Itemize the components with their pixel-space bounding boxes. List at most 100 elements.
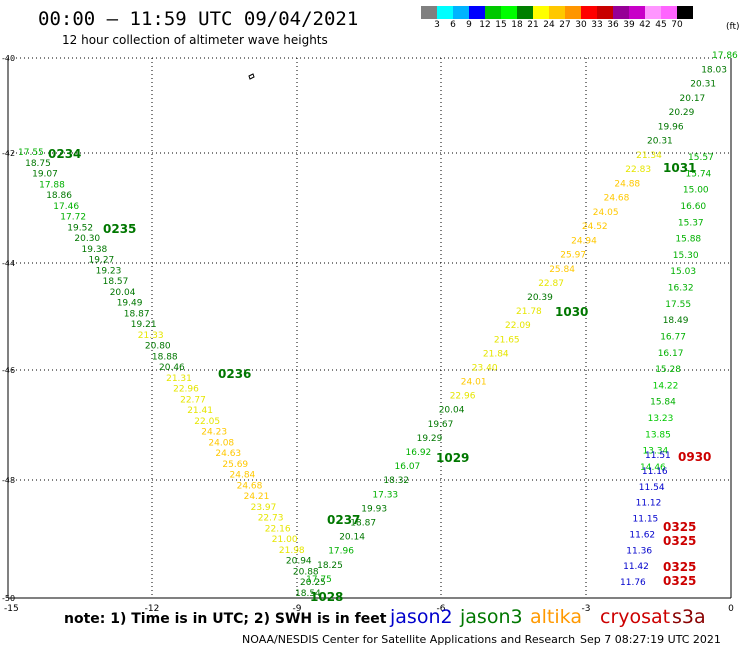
wave-height-value: 21.41 bbox=[187, 406, 213, 416]
legend-tick-label: 39 bbox=[623, 20, 635, 30]
legend-tick-label: 12 bbox=[479, 20, 491, 30]
wave-height-value: 18.87 bbox=[124, 309, 150, 319]
wave-height-value: 20.29 bbox=[669, 108, 695, 118]
longitude-label: 0 bbox=[728, 604, 734, 614]
wave-height-value: 15.03 bbox=[670, 267, 696, 277]
wave-height-value: 19.52 bbox=[67, 223, 93, 233]
wave-height-value: 11.15 bbox=[633, 515, 659, 525]
map-subtitle: 12 hour collection of altimeter wave hei… bbox=[62, 33, 328, 47]
wave-height-value: 13.23 bbox=[648, 414, 674, 424]
wave-height-value: 20.31 bbox=[690, 80, 716, 90]
wave-height-value: 11.42 bbox=[623, 562, 649, 572]
wave-height-value: 20.30 bbox=[74, 234, 100, 244]
wave-height-value: 11.54 bbox=[639, 483, 665, 493]
pass-time-label: 0930 bbox=[678, 450, 711, 464]
wave-height-value: 20.04 bbox=[439, 406, 465, 416]
wave-height-value: 24.23 bbox=[201, 428, 227, 438]
wave-height-value: 20.39 bbox=[527, 293, 553, 303]
wave-height-value: 17.72 bbox=[60, 213, 86, 223]
wave-height-value: 19.38 bbox=[82, 245, 108, 255]
wave-height-value: 11.62 bbox=[629, 530, 655, 540]
wave-height-value: 25.84 bbox=[549, 265, 575, 275]
wave-height-value: 21.33 bbox=[138, 331, 164, 341]
legend-unit: (ft) bbox=[726, 22, 740, 32]
wave-height-value: 20.14 bbox=[339, 533, 365, 543]
wave-height-value: 13.85 bbox=[645, 430, 671, 440]
pass-time-label: 0237 bbox=[327, 513, 360, 527]
wave-height-value: 11.12 bbox=[636, 499, 662, 509]
wave-height-value: 15.37 bbox=[678, 218, 704, 228]
wave-height-value: 23.97 bbox=[251, 503, 277, 513]
wave-height-value: 19.49 bbox=[117, 299, 143, 309]
legend-swatch bbox=[581, 6, 597, 19]
longitude-label: -6 bbox=[437, 604, 446, 614]
satellite-name-altika: altika bbox=[530, 606, 582, 628]
axis-labels: -15 -12 -9 -6 -3 0 -40 -42 -44 -46 -48 -50 bbox=[2, 54, 734, 614]
longitude-label: -12 bbox=[145, 604, 160, 614]
legend-swatches bbox=[421, 6, 740, 19]
wave-height-value: 15.88 bbox=[675, 235, 701, 245]
pass-time-label: 1028 bbox=[310, 590, 343, 604]
legend-swatch bbox=[549, 6, 565, 19]
wave-height-value: 19.96 bbox=[658, 122, 684, 132]
legend-swatch bbox=[677, 6, 693, 19]
longitude-label: -15 bbox=[4, 604, 19, 614]
wave-height-value: 11.51 bbox=[645, 451, 671, 461]
legend-swatch bbox=[629, 6, 645, 19]
wave-height-value: 24.94 bbox=[571, 236, 597, 246]
wave-height-value: 18.86 bbox=[46, 191, 72, 201]
wave-height-value: 11.16 bbox=[642, 467, 668, 477]
wave-height-value: 22.77 bbox=[180, 395, 206, 405]
wave-height-value: 21.78 bbox=[516, 307, 542, 317]
wave-height-value: 22.96 bbox=[173, 385, 199, 395]
legend-tick-label: 15 bbox=[495, 20, 507, 30]
wave-height-value: 11.76 bbox=[620, 578, 646, 588]
pass-time-label: 1030 bbox=[555, 305, 588, 319]
legend-swatch bbox=[485, 6, 501, 19]
wave-height-value: 19.93 bbox=[361, 504, 387, 514]
wave-height-value: 22.16 bbox=[265, 524, 291, 534]
legend-tick-label: 21 bbox=[527, 20, 539, 30]
wave-height-value: 16.92 bbox=[406, 448, 432, 458]
longitude-label: -3 bbox=[582, 604, 591, 614]
legend-swatch bbox=[517, 6, 533, 19]
wave-height-value: 24.21 bbox=[244, 492, 270, 502]
wave-height-value: 21.31 bbox=[166, 374, 192, 384]
legend-swatch bbox=[501, 6, 517, 19]
island-shape bbox=[248, 73, 255, 80]
legend-tick-label: 36 bbox=[607, 20, 619, 30]
pass-time-label: 0325 bbox=[663, 520, 696, 534]
wave-height-value: 19.67 bbox=[428, 420, 454, 430]
credit-text: NOAA/NESDIS Center for Satellite Applica… bbox=[242, 633, 576, 646]
pass-time-label: 0325 bbox=[663, 560, 696, 574]
wave-height-value: 15.74 bbox=[686, 169, 712, 179]
wave-height-value: 15.28 bbox=[655, 365, 681, 375]
legend-swatch bbox=[533, 6, 549, 19]
legend-tick-label: 24 bbox=[543, 20, 555, 30]
wave-height-value: 24.52 bbox=[582, 222, 608, 232]
wave-height-value: 23.40 bbox=[472, 363, 498, 373]
wave-height-value: 19.21 bbox=[131, 320, 157, 330]
wave-height-value: 17.86 bbox=[712, 51, 738, 61]
wave-height-value: 24.63 bbox=[215, 449, 241, 459]
wave-height-value: 22.09 bbox=[505, 321, 531, 331]
wave-height-value: 20.88 bbox=[293, 567, 319, 577]
wave-height-value: 22.05 bbox=[194, 417, 220, 427]
wave-height-value: 19.29 bbox=[417, 434, 443, 444]
color-legend: 3 6 9 12 15 18 21 24 27 30 33 36 39 42 45 70 (ft) bbox=[421, 6, 740, 33]
pass-time-label: 0236 bbox=[218, 367, 251, 381]
legend-tick-label: 6 bbox=[450, 20, 456, 30]
wave-height-value: 17.55 bbox=[665, 300, 691, 310]
wave-height-value: 24.01 bbox=[461, 378, 487, 388]
legend-tick-label: 45 bbox=[655, 20, 667, 30]
footer-note: note: 1) Time is in UTC; 2) SWH is in fe… bbox=[64, 611, 387, 627]
wave-height-value: 21.34 bbox=[636, 151, 662, 161]
wave-height-value: 18.49 bbox=[663, 316, 689, 326]
legend-tick-label: 70 bbox=[671, 20, 683, 30]
pass-time-label: 0235 bbox=[103, 222, 136, 236]
wave-height-value: 18.87 bbox=[350, 519, 376, 529]
legend-swatch bbox=[661, 6, 677, 19]
legend-swatch bbox=[645, 6, 661, 19]
legend-tick-label: 3 bbox=[434, 20, 440, 30]
longitude-label: -9 bbox=[293, 604, 302, 614]
